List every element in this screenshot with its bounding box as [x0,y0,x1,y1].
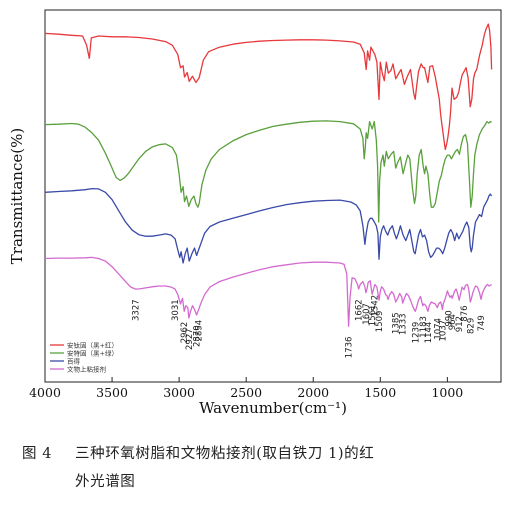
peak-label: 1561 [368,305,378,327]
series-layer [44,23,493,327]
peak-label: 1509 [375,311,385,333]
x-tick-label: 1500 [364,385,396,400]
peak-label: 912 [455,316,465,332]
peak-label: 1607 [362,303,372,325]
x-tick-label: 4000 [29,385,61,400]
ir-spectrum-figure: 4000 3500 3000 2500 2000 1500 1000 3327 3031 296… [8,9,502,417]
caption-line-2: 外光谱图 [75,474,136,490]
x-tick-label: 2000 [297,385,329,400]
legend-label: 安特固（黑+绿） [67,348,118,357]
peak-label: 1144 [424,322,434,344]
caption-line-1: 图 4 三种环氧树脂和文物粘接剂(取自铁刀 1)的红 [22,440,522,468]
peak-label: 1385 [392,312,402,334]
peak-label: 3327 [131,299,141,321]
peak-label: 2927 [185,328,195,350]
x-axis-title: Wavenumber(cm⁻¹) [199,399,347,417]
series-line-3 [44,187,493,264]
peak-label: 749 [477,315,487,331]
ir-spectrum-chart: 4000 3500 3000 2500 2000 1500 1000 3327 3031296… [8,9,502,417]
peak-label: 1542 [371,295,381,317]
peak-label: 1239 [411,322,421,344]
series-line-4 [44,256,492,327]
legend-label: 安钛固（黑+红） [67,340,118,349]
caption-label: 图 4 [22,446,53,462]
x-tick-label: 3500 [96,385,128,400]
series-line-1 [44,23,493,151]
caption-text-1: 三种环氧树脂和文物粘接剂(取自铁刀 1)的红 [75,446,375,462]
series-line-2 [44,120,492,223]
peak-label: 1662 [355,299,365,321]
peak-label: 829 [466,318,476,334]
plot-frame [44,9,502,383]
peak-label: 2854 [195,320,205,342]
legend-label: 文物上粘接剂 [67,364,106,373]
peak-label: 2962 [180,322,190,344]
legend-label: 百得 [67,356,81,365]
peak-label: 1037 [438,320,448,342]
peak-label: 1333 [399,313,409,335]
x-tick-label: 1000 [431,385,463,400]
peak-label: 964 [448,314,458,330]
figure-caption: 图 4 三种环氧树脂和文物粘接剂(取自铁刀 1)的红 外光谱图 [22,440,522,496]
peak-label: 1183 [419,316,429,338]
peak-label: 1074 [433,318,443,340]
x-axis-ticks: 4000 3500 3000 2500 2000 1500 1000 [29,377,463,400]
peak-label: 990 [445,310,455,326]
peak-label: 1736 [345,337,355,359]
y-axis-title: Transmittance(%) [8,128,26,264]
x-tick-label: 2500 [230,385,262,400]
peak-label: 2870 [193,325,203,347]
peak-label: 876 [460,305,470,321]
peak-label: 3031 [171,299,181,321]
x-tick-label: 3000 [163,385,195,400]
